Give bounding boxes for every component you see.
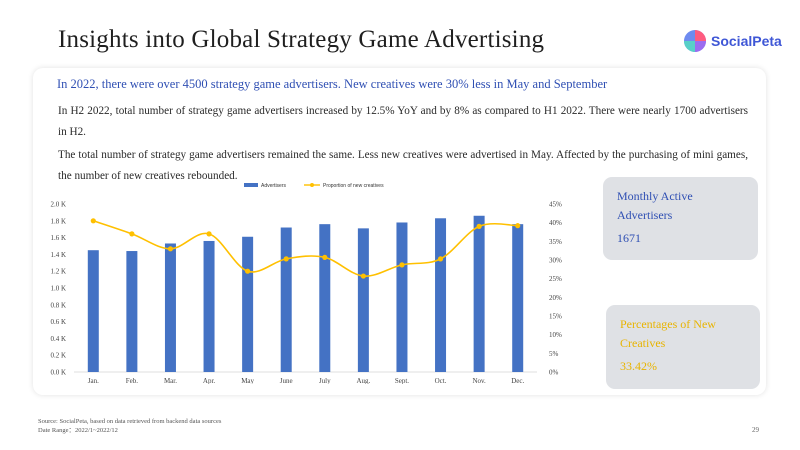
bar-sept xyxy=(396,222,408,372)
bar-oct xyxy=(435,218,447,372)
y-left-tick-label: 0.4 K xyxy=(50,335,66,343)
x-tick-label: Dec. xyxy=(511,377,524,384)
y-left-tick-label: 1.0 K xyxy=(50,285,66,293)
y-left-tick-label: 0.2 K xyxy=(50,352,66,360)
line-point-aug xyxy=(360,273,366,279)
y-right-tick-label: 25% xyxy=(549,275,562,283)
monthly-active-advertisers-card: Monthly Active Advertisers 1671 xyxy=(603,177,758,260)
socialpeta-logo: SocialPeta xyxy=(683,29,793,53)
proportion-line xyxy=(93,220,518,277)
line-point-nov xyxy=(476,223,482,229)
y-right-tick-label: 15% xyxy=(549,313,562,321)
paragraph-1: In H2 2022, total number of strategy gam… xyxy=(58,105,748,138)
bar-may xyxy=(242,236,254,372)
advertisers-chart: 0.0 K 0.2 K 0.4 K 0.6 K 0.8 K 1.0 K 1.2 K 1.4 K… xyxy=(50,183,562,384)
x-tick-label: June xyxy=(280,377,293,384)
y-left-tick-label: 1.8 K xyxy=(50,217,66,225)
monthly-active-value: 1671 xyxy=(617,231,641,245)
x-tick-label: Apr. xyxy=(203,377,216,384)
new-creatives-card: Percentages of New Creatives 33.42% xyxy=(606,305,760,389)
page-title: Insights into Global Strategy Game Adver… xyxy=(58,26,545,53)
bar-nov xyxy=(473,215,485,372)
x-tick-label: Aug. xyxy=(356,377,370,384)
y-right-tick-label: 35% xyxy=(549,238,562,246)
bar-june xyxy=(280,227,292,372)
y-left-tick-label: 0.6 K xyxy=(50,318,66,326)
legend-label-proportion: Proportion of new creatives xyxy=(323,183,384,189)
footer-source: Source: SocialPeta, based on data retrie… xyxy=(38,417,221,435)
bar-july xyxy=(319,224,331,372)
x-tick-label: Sept. xyxy=(395,377,409,384)
bar-apr xyxy=(203,240,215,372)
y-right-tick-label: 0% xyxy=(549,369,559,377)
socialpeta-logo-icon xyxy=(684,30,706,52)
y-left-tick-label: 1.2 K xyxy=(50,268,66,276)
y-left-tick-label: 2.0 K xyxy=(50,201,66,209)
x-tick-label: Jan. xyxy=(88,377,99,384)
date-range-text: Date Range：2022/1~2022/12 xyxy=(38,427,118,434)
x-tick-label: Mar. xyxy=(164,377,177,384)
line-point-june xyxy=(283,256,289,262)
bar-feb xyxy=(126,251,138,372)
legend-label-advertisers: Advertisers xyxy=(261,183,287,189)
line-point-sept xyxy=(399,262,405,268)
y-right-tick-label: 40% xyxy=(549,219,562,227)
bar-dec xyxy=(512,224,524,372)
new-creatives-label: Percentages of New Creatives xyxy=(620,317,716,350)
bar-mar xyxy=(164,243,176,372)
x-tick-label: Oct. xyxy=(435,377,447,384)
line-point-oct xyxy=(437,256,444,262)
line-point-apr xyxy=(206,231,212,237)
page-number: 29 xyxy=(752,426,759,434)
y-right-tick-label: 10% xyxy=(549,331,562,339)
y-right-tick-label: 45% xyxy=(549,201,562,209)
x-tick-label: July xyxy=(319,377,331,384)
line-point-may xyxy=(245,268,251,274)
y-right-tick-label: 20% xyxy=(549,294,562,302)
y-left-tick-label: 1.6 K xyxy=(50,234,66,242)
x-tick-label: Feb. xyxy=(126,377,139,384)
y-left-tick-label: 0.0 K xyxy=(50,369,66,377)
line-point-feb xyxy=(129,231,135,237)
y-right-tick-label: 5% xyxy=(549,350,559,358)
line-point-dec xyxy=(515,223,521,229)
source-text: Source: SocialPeta, based on data retrie… xyxy=(38,418,222,425)
line-point-mar xyxy=(167,246,174,252)
line-point-jan xyxy=(90,218,96,224)
logo-text: SocialPeta xyxy=(711,33,782,49)
monthly-active-label: Monthly Active Advertisers xyxy=(617,189,693,222)
x-tick-label: Nov. xyxy=(472,377,486,384)
new-creatives-value: 33.42% xyxy=(620,359,657,373)
paragraph-2: The total number of strategy game advert… xyxy=(58,149,748,182)
headline: In 2022, there were over 4500 strategy g… xyxy=(57,77,608,91)
y-left-tick-label: 1.4 K xyxy=(50,251,66,259)
bar-aug xyxy=(357,228,369,372)
x-tick-label: May xyxy=(241,377,254,384)
bar-jan xyxy=(87,250,99,372)
legend-line-marker xyxy=(310,183,314,187)
y-left-tick-label: 0.8 K xyxy=(50,301,66,309)
legend-bar-swatch xyxy=(244,183,258,187)
y-right-tick-label: 30% xyxy=(549,257,562,265)
line-point-july xyxy=(322,254,328,260)
